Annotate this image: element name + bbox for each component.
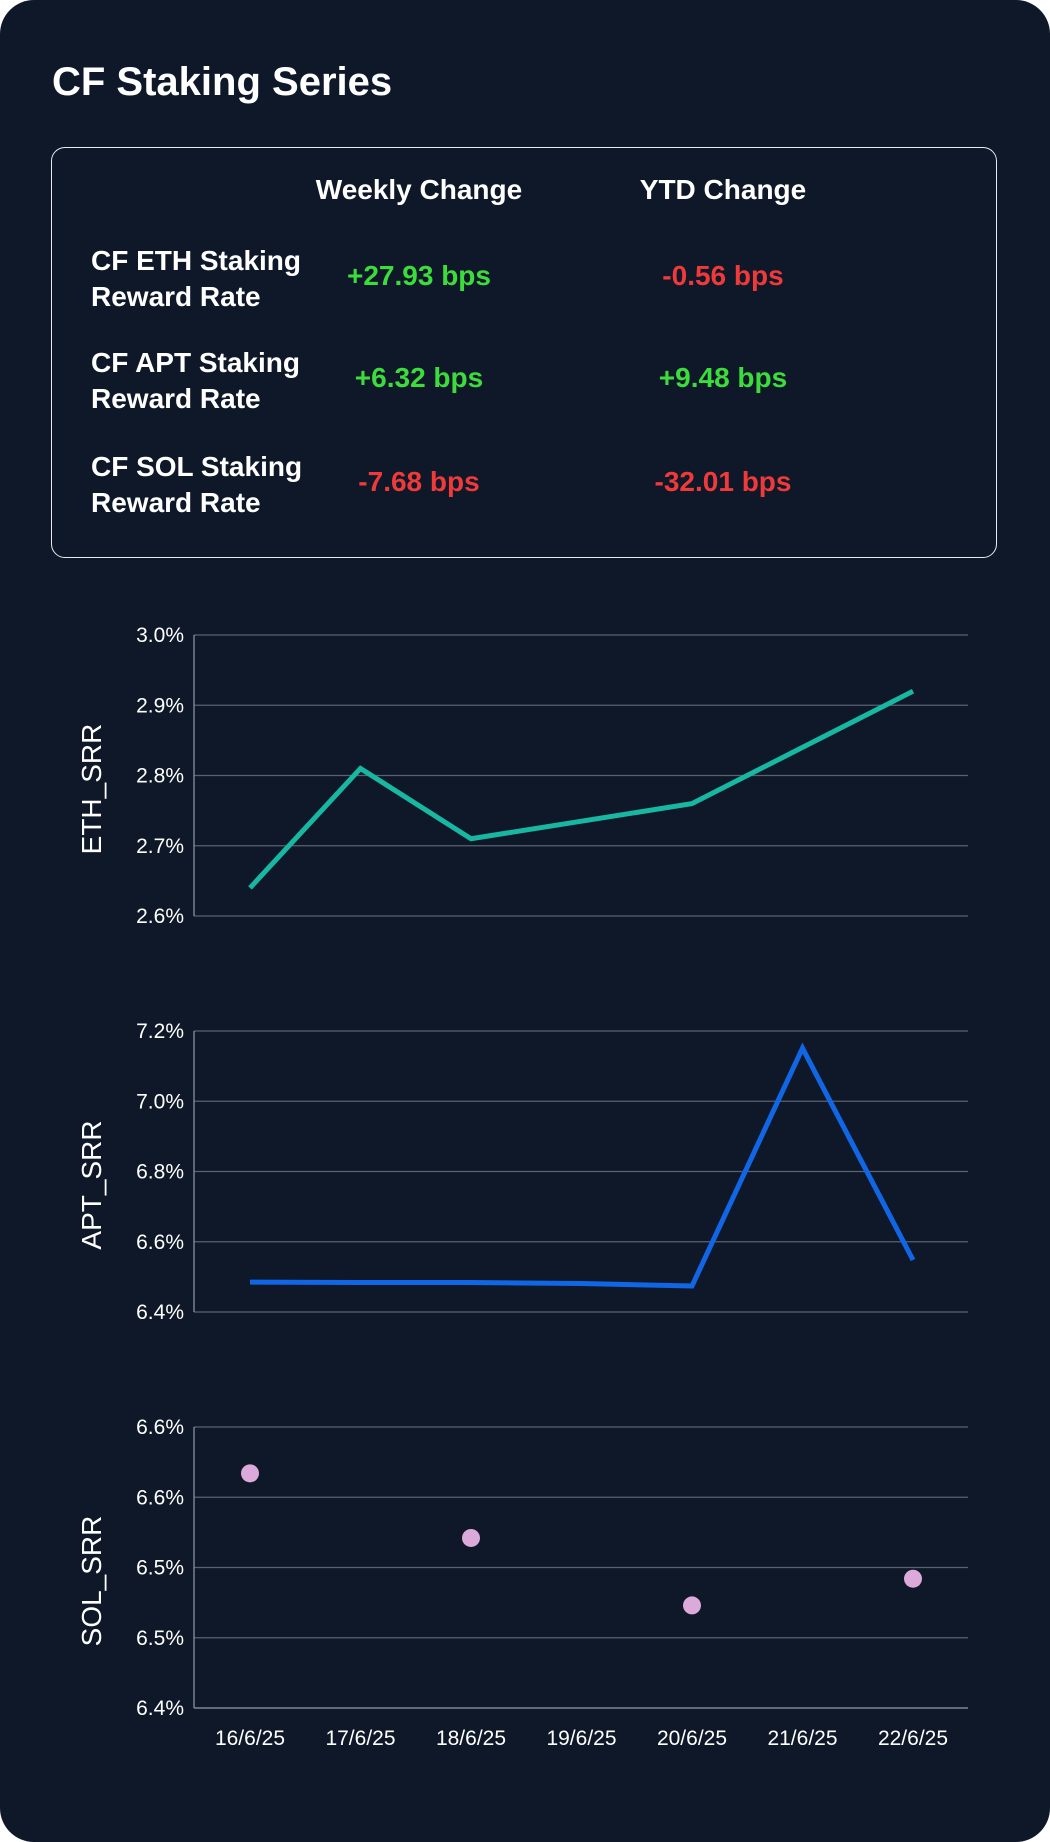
- apt-y-tick-label: 6.6%: [136, 1231, 184, 1254]
- eth-y-tick-label: 3.0%: [136, 624, 184, 647]
- eth-y-tick-label: 2.6%: [136, 905, 184, 928]
- apt-y-tick-label: 6.4%: [136, 1301, 184, 1324]
- eth-weekly-change: +27.93 bps: [347, 260, 491, 291]
- x-tick-label: 19/6/25: [546, 1727, 616, 1750]
- page-title: CF Staking Series: [52, 60, 393, 104]
- eth-series-line: [248, 688, 915, 890]
- eth-y-tick-label: 2.9%: [136, 694, 184, 717]
- x-tick-label: 18/6/25: [436, 1727, 506, 1750]
- x-tick-label: 20/6/25: [657, 1727, 727, 1750]
- apt-ytd-change: +9.48 bps: [658, 362, 788, 393]
- x-tick-label: 21/6/25: [767, 1727, 837, 1750]
- sol-data-point: [904, 1569, 922, 1588]
- sol-y-tick-label: 6.6%: [136, 1416, 184, 1439]
- eth-y-tick-label: 2.8%: [136, 765, 184, 788]
- sol-y-tick-label: 6.5%: [136, 1627, 184, 1650]
- apt-series-line: [249, 1042, 916, 1289]
- x-tick-label: 17/6/25: [325, 1727, 395, 1750]
- sol-y-tick-label: 6.5%: [136, 1557, 184, 1580]
- sol-data-point: [462, 1528, 480, 1547]
- x-tick-label: 22/6/25: [878, 1727, 948, 1750]
- row-label-apt: CF APT Staking Reward Rate: [91, 347, 300, 414]
- sol-y-tick-label: 6.6%: [136, 1486, 184, 1509]
- column-header-ytd-change: YTD Change: [639, 174, 807, 205]
- x-tick-label: 16/6/25: [215, 1727, 285, 1750]
- sol-ytd-change: -32.01 bps: [654, 466, 792, 497]
- row-label-sol: CF SOL Staking Reward Rate: [91, 451, 303, 518]
- sol-axis-title: SOL_SRR: [76, 1516, 107, 1647]
- row-label-eth: CF ETH Staking Reward Rate: [91, 245, 302, 312]
- sol-y-tick-label: 6.4%: [136, 1697, 184, 1720]
- apt-y-tick-label: 6.8%: [136, 1161, 184, 1184]
- apt-axis-title: APT_SRR: [76, 1120, 107, 1249]
- apt-weekly-change: +6.32 bps: [354, 362, 484, 393]
- eth-ytd-change: -0.56 bps: [662, 260, 784, 291]
- sol-weekly-change: -7.68 bps: [358, 466, 480, 497]
- sol-data-point: [683, 1596, 701, 1615]
- eth-axis-title: ETH_SRR: [76, 724, 107, 855]
- column-header-weekly-change: Weekly Change: [315, 174, 523, 205]
- apt-y-tick-label: 7.0%: [136, 1090, 184, 1113]
- summary-table: Weekly Change YTD Change CF ETH Staking …: [51, 147, 997, 558]
- apt-y-tick-label: 7.2%: [136, 1020, 184, 1043]
- sol-data-point: [241, 1464, 259, 1483]
- eth-y-tick-label: 2.7%: [136, 835, 184, 858]
